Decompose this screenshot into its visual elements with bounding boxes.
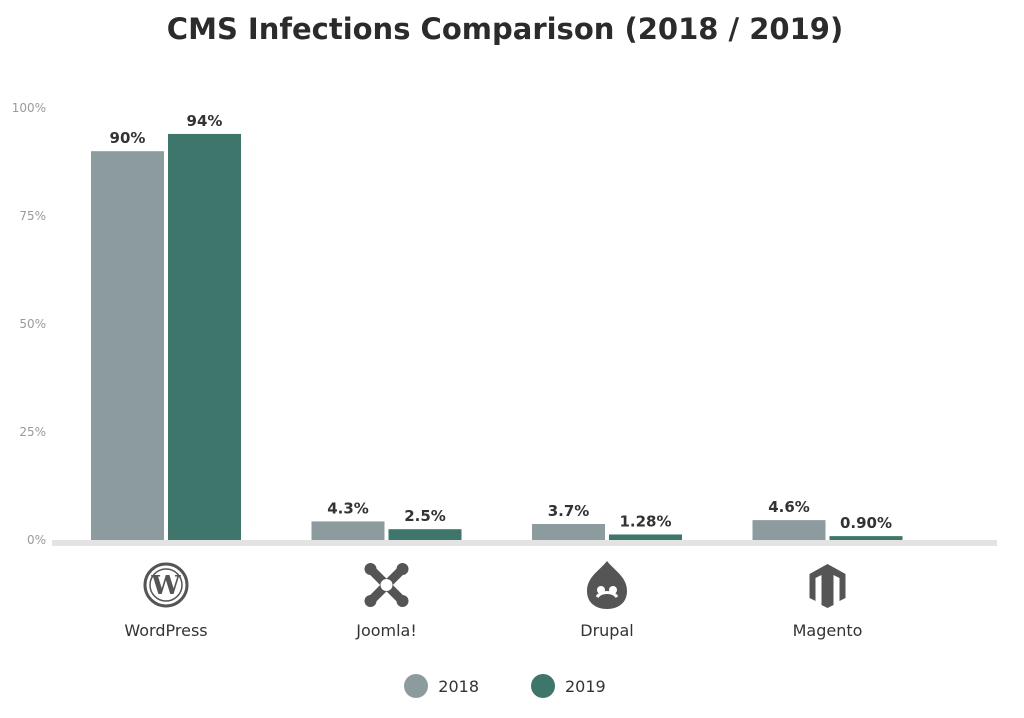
drupal-icon [587, 561, 627, 609]
bar-2018-wordpress[interactable] [91, 151, 164, 540]
x-tick-label: Joomla! [355, 621, 417, 640]
legend-swatch-2018 [404, 674, 429, 698]
data-label: 4.3% [327, 499, 369, 517]
data-label: 2.5% [404, 507, 446, 525]
x-axis-labels: WordPress Joomla! Drupal Magento [124, 621, 862, 640]
magento-icon [809, 564, 846, 608]
bars [91, 133, 903, 541]
joomla-icon [364, 563, 409, 607]
x-tick-label: Drupal [580, 621, 633, 640]
svg-text:W: W [150, 571, 181, 601]
chart-title: CMS Infections Comparison (2018 / 2019) [166, 12, 844, 46]
bar-2018-joomla[interactable] [311, 521, 385, 540]
y-axis: 0% 25% 50% 75% 100% [12, 101, 46, 547]
legend-label-2019: 2019 [565, 676, 606, 696]
legend: 2018 2019 [0, 674, 1010, 698]
y-tick-label: 50% [19, 317, 46, 331]
legend-swatch-2019 [531, 674, 555, 698]
y-tick-label: 25% [19, 425, 46, 439]
data-label: 4.6% [768, 498, 810, 516]
category-icons: W [143, 561, 846, 609]
bar-2018-magento[interactable] [752, 520, 826, 540]
wordpress-icon: W [143, 562, 189, 608]
x-tick-label: WordPress [124, 621, 207, 640]
bar-2018-drupal[interactable] [532, 524, 605, 540]
data-label: 90% [110, 129, 146, 147]
legend-label-2018: 2018 [438, 676, 479, 696]
bar-2019-wordpress[interactable] [168, 133, 241, 541]
data-label: 0.90% [840, 514, 892, 532]
x-axis-baseline [52, 540, 997, 546]
data-label: 1.28% [619, 512, 671, 530]
legend-item-2018[interactable]: 2018 [404, 674, 479, 698]
data-labels: 90% 94% 4.3% 2.5% 3.7% 1.28% 4.6% 0.90% [110, 112, 892, 532]
bar-2019-drupal[interactable] [609, 534, 682, 540]
bar-2019-magento[interactable] [829, 536, 903, 540]
x-tick-label: Magento [793, 621, 863, 640]
y-tick-label: 0% [27, 533, 46, 547]
bar-2019-joomla[interactable] [388, 529, 462, 540]
data-label: 3.7% [548, 502, 590, 520]
data-label: 94% [187, 112, 223, 130]
y-tick-label: 100% [12, 101, 46, 115]
legend-item-2019[interactable]: 2019 [531, 674, 606, 698]
y-tick-label: 75% [19, 209, 46, 223]
